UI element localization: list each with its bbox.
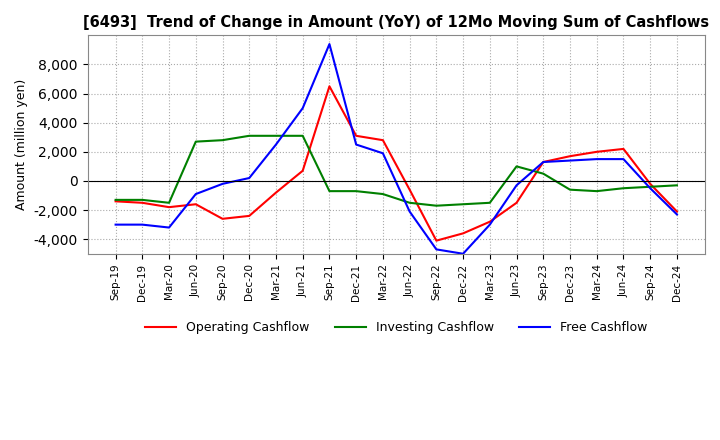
Investing Cashflow [405,200,414,205]
Operating Cashflow [298,168,307,173]
Line: Operating Cashflow: Operating Cashflow [116,86,677,241]
Operating Cashflow [566,154,575,159]
Operating Cashflow [593,149,601,154]
Free Cashflow [432,247,441,252]
Free Cashflow [379,150,387,156]
Free Cashflow [566,158,575,163]
Free Cashflow [539,159,548,165]
Free Cashflow [271,142,280,147]
Free Cashflow [485,222,494,227]
Investing Cashflow [245,133,253,139]
Free Cashflow [646,186,654,191]
Free Cashflow [593,157,601,162]
Investing Cashflow [566,187,575,192]
Investing Cashflow [352,188,361,194]
Free Cashflow [112,222,120,227]
Free Cashflow [298,106,307,111]
Operating Cashflow [539,159,548,165]
Line: Free Cashflow: Free Cashflow [116,44,677,254]
Free Cashflow [218,181,227,187]
Operating Cashflow [245,213,253,219]
Investing Cashflow [298,133,307,139]
Investing Cashflow [485,200,494,205]
Investing Cashflow [138,197,147,202]
Operating Cashflow [271,190,280,195]
Investing Cashflow [646,184,654,189]
Legend: Operating Cashflow, Investing Cashflow, Free Cashflow: Operating Cashflow, Investing Cashflow, … [140,316,652,339]
Free Cashflow [619,157,628,162]
Free Cashflow [325,41,334,47]
Free Cashflow [352,142,361,147]
Investing Cashflow [459,202,467,207]
Operating Cashflow [138,200,147,205]
Operating Cashflow [112,199,120,204]
Operating Cashflow [165,205,174,210]
Free Cashflow [672,212,681,217]
Investing Cashflow [593,188,601,194]
Operating Cashflow [672,209,681,214]
Operating Cashflow [325,84,334,89]
Free Cashflow [245,176,253,181]
Free Cashflow [459,251,467,257]
Title: [6493]  Trend of Change in Amount (YoY) of 12Mo Moving Sum of Cashflows: [6493] Trend of Change in Amount (YoY) o… [84,15,709,30]
Free Cashflow [405,209,414,214]
Line: Investing Cashflow: Investing Cashflow [116,136,677,206]
Y-axis label: Amount (million yen): Amount (million yen) [15,79,28,210]
Investing Cashflow [619,186,628,191]
Operating Cashflow [646,181,654,187]
Investing Cashflow [271,133,280,139]
Investing Cashflow [432,203,441,209]
Operating Cashflow [405,187,414,192]
Operating Cashflow [352,133,361,139]
Investing Cashflow [165,200,174,205]
Free Cashflow [165,225,174,230]
Operating Cashflow [619,146,628,151]
Investing Cashflow [379,191,387,197]
Investing Cashflow [112,197,120,202]
Investing Cashflow [512,164,521,169]
Investing Cashflow [218,138,227,143]
Operating Cashflow [459,231,467,236]
Operating Cashflow [218,216,227,221]
Free Cashflow [138,222,147,227]
Operating Cashflow [379,138,387,143]
Free Cashflow [192,191,200,197]
Investing Cashflow [672,183,681,188]
Free Cashflow [512,183,521,188]
Operating Cashflow [432,238,441,243]
Operating Cashflow [485,219,494,224]
Investing Cashflow [539,171,548,176]
Operating Cashflow [192,202,200,207]
Investing Cashflow [192,139,200,144]
Investing Cashflow [325,188,334,194]
Operating Cashflow [512,200,521,205]
